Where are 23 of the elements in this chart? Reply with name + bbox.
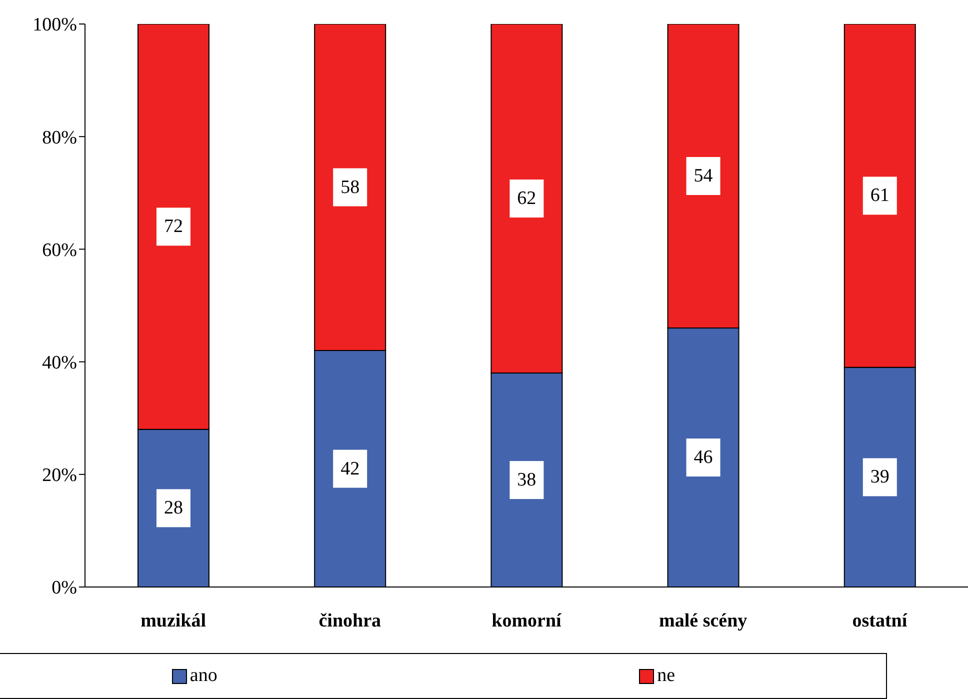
data-label: 46: [694, 447, 713, 468]
data-label: 28: [164, 498, 183, 519]
data-label: 42: [340, 458, 360, 480]
data-label: 54: [694, 166, 714, 187]
y-tick-label: 20%: [42, 465, 78, 486]
y-tick-label: 100%: [32, 14, 78, 36]
x-tick-label: činohra: [318, 610, 382, 632]
y-tick-label: 0%: [52, 578, 78, 599]
x-tick-label: komorní: [492, 610, 562, 632]
data-label: 58: [340, 176, 360, 198]
y-tick-label: 80%: [42, 127, 78, 148]
data-label: 72: [164, 216, 183, 238]
y-tick-label: 40%: [42, 352, 78, 374]
x-tick-label: malé scény: [659, 610, 748, 632]
data-label: 62: [517, 188, 536, 210]
y-tick-label: 60%: [42, 240, 78, 261]
data-label: 61: [870, 185, 890, 206]
x-tick-label: muzikál: [140, 610, 206, 632]
data-label: 39: [870, 466, 890, 488]
data-label: 38: [517, 470, 536, 491]
legend-label: ano: [188, 665, 218, 687]
legend-label: ne: [656, 665, 676, 687]
x-tick-label: ostatní: [852, 610, 908, 632]
